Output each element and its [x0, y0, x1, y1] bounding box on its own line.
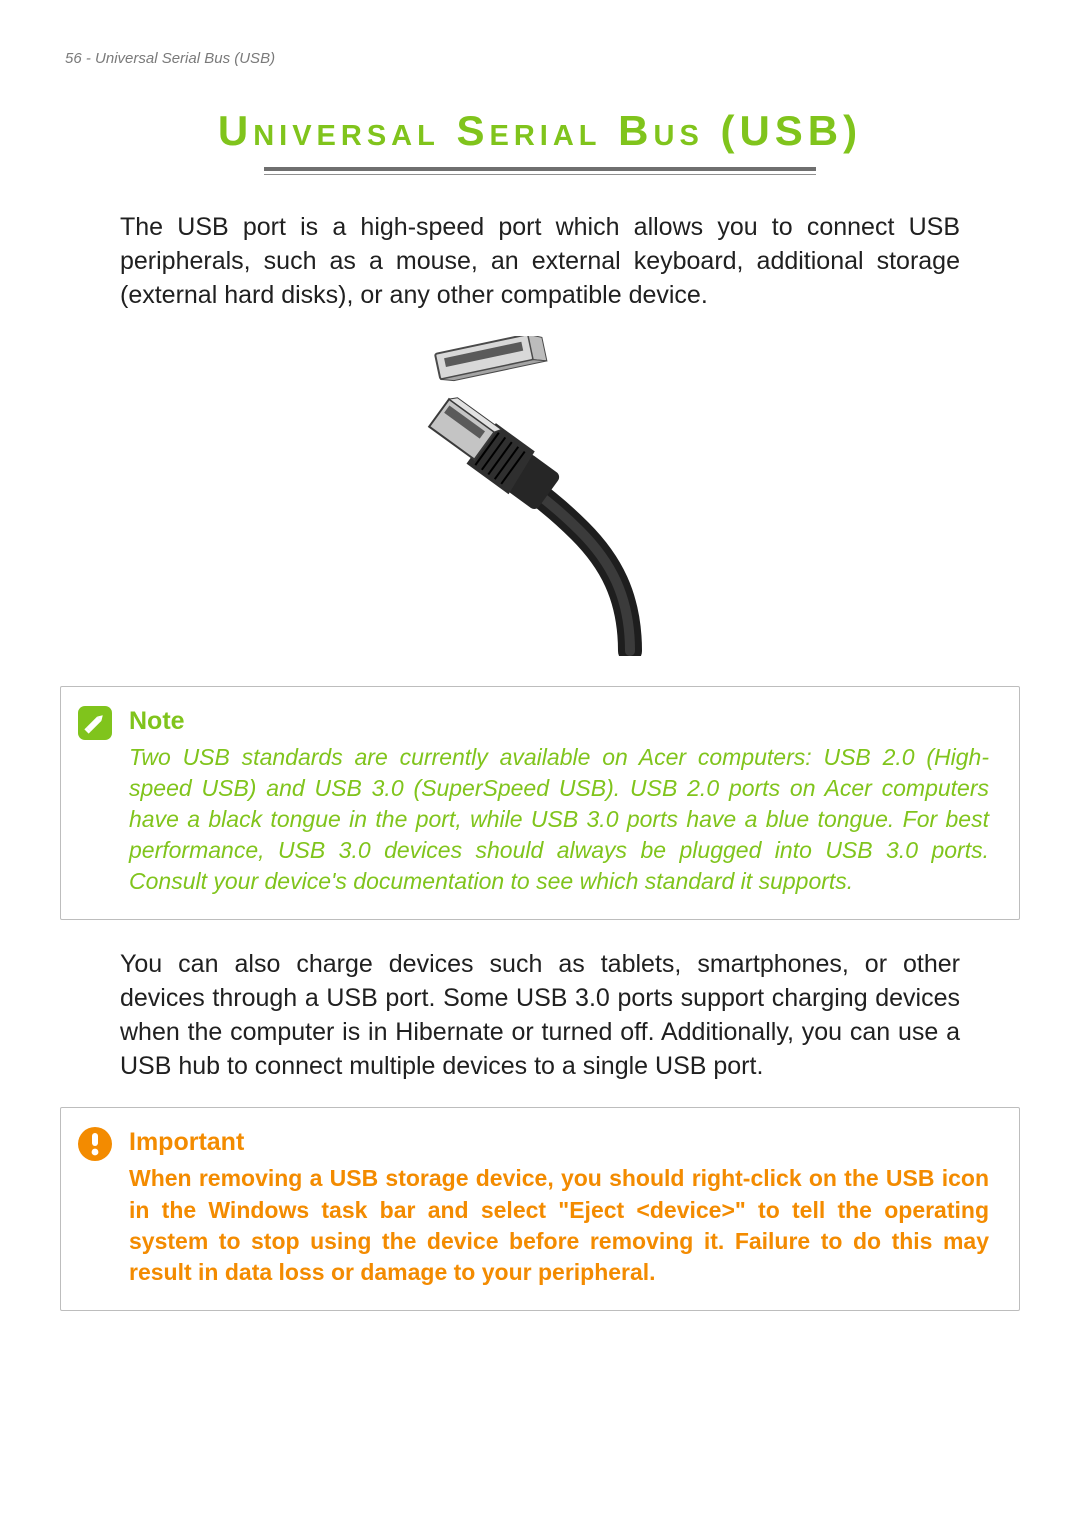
title-rule-thin — [264, 174, 816, 175]
important-callout: Important When removing a USB storage de… — [60, 1107, 1020, 1310]
note-body: Two USB standards are currently availabl… — [129, 742, 989, 897]
alert-icon — [77, 1126, 113, 1162]
usb-illustration-wrap — [60, 336, 1020, 656]
page-running-header: 56 - Universal Serial Bus (USB) — [65, 50, 1020, 67]
usb-illustration — [385, 336, 695, 656]
title-block: Universal Serial Bus (USB) — [120, 107, 960, 155]
pencil-icon — [77, 705, 113, 741]
title-rule-thick — [264, 167, 816, 171]
note-callout: Note Two USB standards are currently ava… — [60, 686, 1020, 920]
important-heading: Important — [129, 1128, 989, 1157]
second-paragraph: You can also charge devices such as tabl… — [120, 948, 960, 1083]
page-title: Universal Serial Bus (USB) — [120, 107, 960, 155]
note-heading: Note — [129, 707, 989, 736]
title-underline — [264, 167, 816, 175]
intro-paragraph: The USB port is a high-speed port which … — [120, 211, 960, 312]
important-body: When removing a USB storage device, you … — [129, 1163, 989, 1287]
document-page: 56 - Universal Serial Bus (USB) Universa… — [0, 0, 1080, 1529]
